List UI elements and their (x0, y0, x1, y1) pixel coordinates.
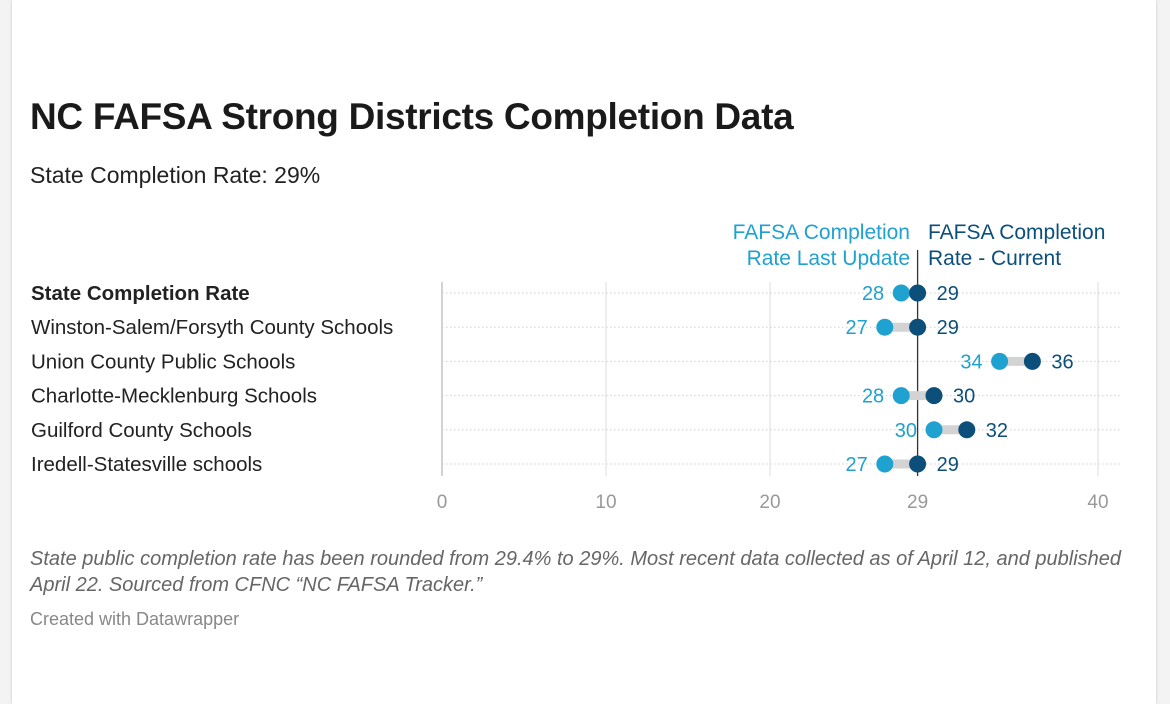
legend-last-update: FAFSA Completion (733, 221, 910, 244)
dot-current (909, 318, 927, 336)
chart-notes: State public completion rate has been ro… (30, 548, 1122, 596)
category-label: Iredell-Statesville schools (31, 453, 262, 476)
category-label: Union County Public Schools (31, 350, 295, 373)
legend-current: Rate - Current (928, 247, 1061, 270)
dot-last-update (876, 318, 894, 336)
dot-current (909, 455, 927, 473)
chart-credit: Created with Datawrapper (30, 609, 240, 629)
x-tick-label: 10 (595, 492, 616, 513)
value-label-last-update: 27 (846, 454, 868, 476)
value-label-last-update: 28 (862, 283, 884, 305)
chart-card: NC FAFSA Strong Districts Completion Dat… (12, 0, 1156, 704)
dot-last-update (892, 284, 910, 302)
value-label-current: 29 (937, 317, 959, 339)
value-label-current: 32 (986, 420, 1008, 442)
dot-current (1023, 352, 1041, 370)
chart-title: NC FAFSA Strong Districts Completion Dat… (30, 96, 794, 137)
category-label: Winston-Salem/Forsyth County Schools (31, 316, 393, 339)
dot-last-update (991, 352, 1009, 370)
value-label-current: 29 (937, 283, 959, 305)
legend-current: FAFSA Completion (928, 221, 1105, 244)
dot-current (958, 421, 976, 439)
category-label: Guilford County Schools (31, 419, 252, 442)
x-tick-label: 0 (437, 492, 448, 513)
dot-last-update (892, 387, 910, 405)
value-label-current: 30 (953, 386, 975, 408)
value-label-last-update: 28 (862, 386, 884, 408)
x-tick-label: 40 (1087, 492, 1108, 513)
dot-last-update (925, 421, 943, 439)
category-label: State Completion Rate (31, 282, 250, 305)
value-label-last-update: 27 (846, 317, 868, 339)
legend-last-update: Rate Last Update (747, 247, 910, 270)
value-label-last-update: 30 (895, 420, 917, 442)
x-tick-label: 29 (907, 492, 928, 513)
dot-last-update (876, 455, 894, 473)
dot-current (925, 387, 943, 405)
category-label: Charlotte-Mecklenburg Schools (31, 385, 317, 408)
x-tick-label: 20 (759, 492, 780, 513)
value-label-current: 36 (1051, 351, 1073, 373)
dot-current (909, 284, 927, 302)
value-label-last-update: 34 (960, 351, 982, 373)
value-label-current: 29 (937, 454, 959, 476)
chart-subtitle: State Completion Rate: 29% (30, 162, 321, 188)
